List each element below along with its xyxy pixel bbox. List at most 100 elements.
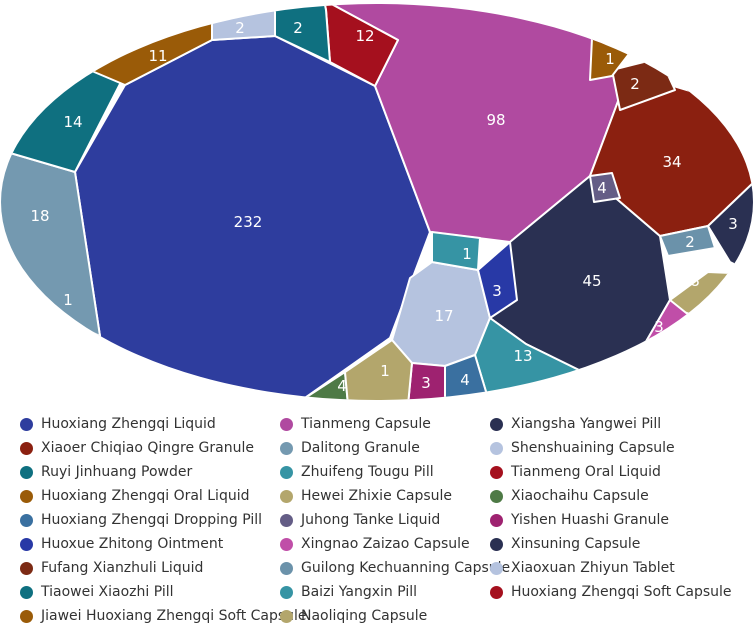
legend-label: Jiawei Huoxiang Zhengqi Soft Capsule (41, 608, 307, 624)
legend-row: Tiaowei Xiaozhi Pill Baizi Yangxin Pill Hu… (20, 580, 750, 604)
legend-swatch-icon (490, 561, 503, 575)
legend-label: Huoxiang Zhengqi Liquid (41, 416, 216, 432)
legend-item: Xingnao Zaizao Capsule (280, 536, 490, 552)
legend-swatch-icon (280, 585, 293, 599)
legend-label: Tiaowei Xiaozhi Pill (41, 584, 174, 600)
legend-swatch-icon (280, 537, 293, 551)
legend-swatch-icon (280, 417, 293, 431)
cell-value-label: 2 (235, 19, 245, 37)
legend-swatch-icon (280, 513, 293, 527)
legend-item: Zhuifeng Tougu Pill (280, 464, 490, 480)
legend-label: Xiaoer Chiqiao Qingre Granule (41, 440, 254, 456)
legend-label: Xiaoxuan Zhiyun Tablet (511, 560, 675, 576)
legend-swatch-icon (20, 513, 33, 527)
cell-value-label: 1 (605, 50, 615, 68)
legend-row: Xiaoer Chiqiao Qingre Granule Dalitong Gr… (20, 436, 750, 460)
legend-item: Juhong Tanke Liquid (280, 512, 490, 528)
legend-item: Xiaochaihu Capsule (490, 488, 750, 504)
legend-swatch-icon (20, 561, 33, 575)
cell-value-label: 11 (148, 47, 167, 65)
legend-row: Huoxiang Zhengqi Oral Liquid Hewei Zhixie… (20, 484, 750, 508)
legend-row: Jiawei Huoxiang Zhengqi Soft Capsule Naol… (20, 604, 750, 628)
cell-value-label: 2 (293, 19, 303, 37)
legend-swatch-icon (20, 585, 33, 599)
cell-value-label: 98 (486, 111, 505, 129)
legend-item: Xinsuning Capsule (490, 536, 750, 552)
legend-swatch-icon (20, 537, 33, 551)
legend-item: Hewei Zhixie Capsule (280, 488, 490, 504)
cell-value-label: 3 (654, 318, 664, 336)
legend-item: Jiawei Huoxiang Zhengqi Soft Capsule (20, 608, 307, 624)
legend-swatch-icon (20, 609, 33, 623)
legend-label: Dalitong Granule (301, 440, 420, 456)
cell-value-label: 1 (63, 291, 73, 309)
legend-item: Shenshuaining Capsule (490, 440, 750, 456)
legend-item: Fufang Xianzhuli Liquid (20, 560, 280, 576)
cell-value-label: 17 (434, 307, 453, 325)
legend-label: Yishen Huashi Granule (511, 512, 669, 528)
legend-item: Naoliqing Capsule (280, 608, 490, 624)
cell-value-label: 4 (460, 371, 470, 389)
legend-item: Guilong Kechuanning Capsule (280, 560, 510, 576)
legend-item: Huoxue Zhitong Ointment (20, 536, 280, 552)
legend-item: Tiaowei Xiaozhi Pill (20, 584, 280, 600)
voronoi-cell (659, 225, 716, 257)
cell-value-label: 3 (728, 215, 738, 233)
legend-label: Fufang Xianzhuli Liquid (41, 560, 204, 576)
cell-value-label: 232 (234, 213, 263, 231)
legend-label: Tianmeng Capsule (301, 416, 431, 432)
legend-label: Huoxiang Zhengqi Dropping Pill (41, 512, 263, 528)
cell-value-label: 3 (421, 374, 431, 392)
legend-item: Huoxiang Zhengqi Soft Capsule (490, 584, 750, 600)
legend-swatch-icon (490, 585, 503, 599)
legend-swatch-icon (20, 441, 33, 455)
chart-legend: Huoxiang Zhengqi Liquid Tianmeng Capsule X… (20, 412, 750, 626)
voronoi-cell (589, 172, 621, 203)
cell-value-label: 14 (63, 113, 82, 131)
cell-value-label: 1 (462, 245, 472, 263)
legend-item: Xiaoer Chiqiao Qingre Granule (20, 440, 280, 456)
legend-label: Naoliqing Capsule (301, 608, 428, 624)
legend-label: Huoxue Zhitong Ointment (41, 536, 224, 552)
cell-value-label: 4 (597, 179, 607, 197)
legend-item: Dalitong Granule (280, 440, 490, 456)
legend-row: Ruyi Jinhuang Powder Zhuifeng Tougu Pill T… (20, 460, 750, 484)
legend-swatch-icon (490, 441, 503, 455)
voronoi-cell (274, 4, 331, 63)
cell-value-label: 12 (355, 27, 374, 45)
cell-value-label: 13 (513, 347, 532, 365)
legend-row: Huoxiang Zhengqi Dropping Pill Juhong Tan… (20, 508, 750, 532)
voronoi-cell (477, 241, 518, 319)
legend-item: Tianmeng Oral Liquid (490, 464, 750, 480)
legend-label: Tianmeng Oral Liquid (511, 464, 661, 480)
legend-label: Xingnao Zaizao Capsule (301, 536, 470, 552)
voronoi-cell (431, 231, 481, 271)
legend-row: Huoxiang Zhengqi Liquid Tianmeng Capsule X… (20, 412, 750, 436)
legend-swatch-icon (280, 489, 293, 503)
legend-label: Huoxiang Zhengqi Soft Capsule (511, 584, 732, 600)
cell-value-label: 4 (337, 377, 347, 395)
legend-label: Zhuifeng Tougu Pill (301, 464, 434, 480)
cell-value-label: 45 (582, 272, 601, 290)
legend-row: Huoxue Zhitong Ointment Xingnao Zaizao Ca… (20, 532, 750, 556)
legend-item: Huoxiang Zhengqi Oral Liquid (20, 488, 280, 504)
legend-swatch-icon (490, 417, 503, 431)
cell-value-label: 1 (380, 362, 390, 380)
legend-item: Yishen Huashi Granule (490, 512, 750, 528)
legend-item: Ruyi Jinhuang Powder (20, 464, 280, 480)
legend-item: Huoxiang Zhengqi Liquid (20, 416, 280, 432)
legend-swatch-icon (280, 465, 293, 479)
legend-label: Hewei Zhixie Capsule (301, 488, 453, 504)
cell-value-label: 34 (662, 153, 681, 171)
legend-swatch-icon (20, 489, 33, 503)
cell-value-label: 8 (690, 272, 700, 290)
legend-label: Huoxiang Zhengqi Oral Liquid (41, 488, 250, 504)
legend-swatch-icon (280, 609, 293, 623)
legend-label: Shenshuaining Capsule (511, 440, 675, 456)
legend-swatch-icon (490, 489, 503, 503)
cell-value-label: 18 (30, 207, 49, 225)
legend-swatch-icon (20, 465, 33, 479)
legend-swatch-icon (490, 513, 503, 527)
legend-item: Baizi Yangxin Pill (280, 584, 490, 600)
voronoi-cell (299, 371, 349, 400)
